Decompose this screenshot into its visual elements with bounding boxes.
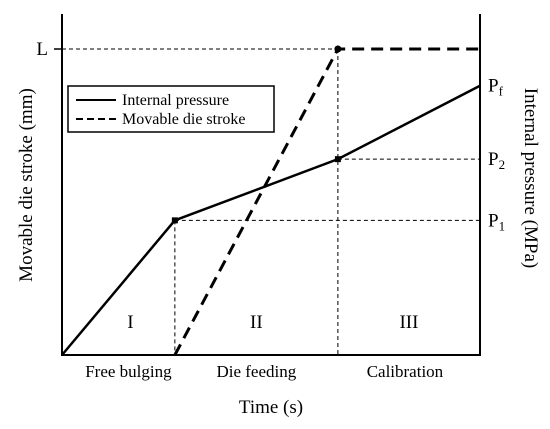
legend: Internal pressure Movable die stroke: [67, 85, 275, 133]
tick-labels: L Pf P2 P1: [36, 39, 505, 233]
pressure-knee-marker: [334, 156, 341, 163]
die-stroke-knee-marker: [334, 45, 342, 53]
stage-roman-1: I: [127, 312, 133, 333]
left-axis-label: Movable die stroke (mm): [16, 88, 37, 282]
stage-roman-3: III: [399, 312, 418, 333]
legend-label-internal-pressure: Internal pressure: [122, 92, 229, 109]
internal-pressure-line: [61, 84, 481, 356]
right-axis-label: Internal pressure (MPa): [520, 88, 541, 268]
legend-box: [67, 85, 275, 133]
stage-name-1: Free bulging: [85, 362, 172, 381]
stage-name-3: Calibration: [367, 362, 444, 381]
legend-label-movable-die-stroke: Movable die stroke: [122, 111, 246, 128]
x-axis-label: Time (s): [239, 397, 303, 418]
pressure-knee-marker: [171, 217, 178, 224]
series-layer: [61, 45, 481, 356]
stage-name-2: Die feeding: [216, 362, 296, 381]
right-tick-label-P1: P1: [488, 210, 505, 233]
reference-lines: [62, 48, 480, 355]
right-tick-label-Pf: Pf: [488, 76, 504, 99]
right-tick-label-P2: P2: [488, 149, 505, 172]
stage-roman-2: II: [250, 312, 263, 333]
left-tick-label: L: [36, 39, 48, 60]
stage-labels: I Free bulging II Die feeding III Calibration: [85, 312, 443, 381]
